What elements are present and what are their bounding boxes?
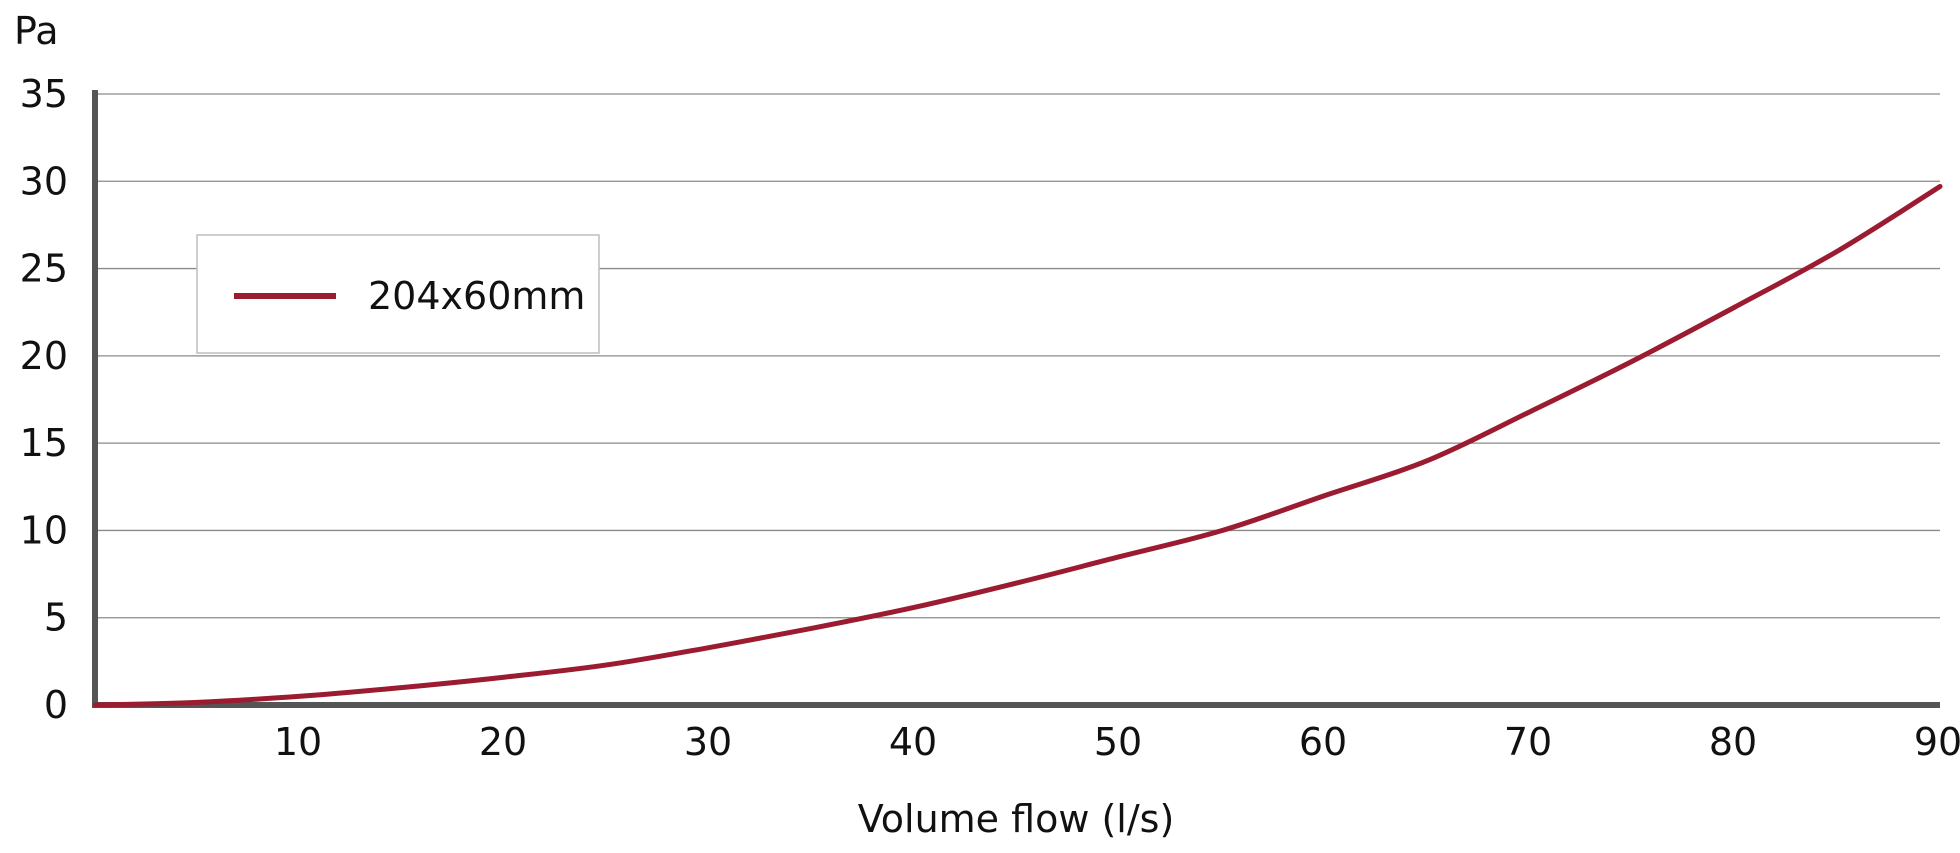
y-tick-label-5: 5 bbox=[44, 596, 68, 640]
x-tick-label-80: 80 bbox=[1709, 720, 1757, 764]
x-tick-labels: 10 20 30 40 50 60 70 80 90 bbox=[274, 720, 1960, 764]
y-tick-label-35: 35 bbox=[20, 72, 68, 116]
y-tick-label-15: 15 bbox=[20, 421, 68, 465]
grid-lines bbox=[95, 93, 1940, 619]
y-tick-label-10: 10 bbox=[20, 508, 68, 552]
axes bbox=[92, 90, 1940, 708]
x-axis-title: Volume flow (l/s) bbox=[858, 797, 1175, 841]
y-tick-label-25: 25 bbox=[20, 247, 68, 291]
y-axis-title: Pa bbox=[14, 9, 59, 53]
x-tick-label-20: 20 bbox=[479, 720, 527, 764]
y-tick-label-0: 0 bbox=[44, 683, 68, 727]
x-tick-label-60: 60 bbox=[1299, 720, 1347, 764]
legend-label: 204x60mm bbox=[368, 274, 585, 318]
x-tick-label-90: 90 bbox=[1914, 720, 1960, 764]
x-tick-label-50: 50 bbox=[1094, 720, 1142, 764]
x-tick-label-10: 10 bbox=[274, 720, 322, 764]
y-tick-label-30: 30 bbox=[20, 159, 68, 203]
x-tick-label-30: 30 bbox=[684, 720, 732, 764]
series-line-0 bbox=[92, 184, 1943, 708]
x-tick-label-40: 40 bbox=[889, 720, 937, 764]
legend-box bbox=[196, 234, 600, 354]
series-lines bbox=[92, 184, 1943, 708]
y-tick-label-20: 20 bbox=[20, 334, 68, 378]
x-tick-label-70: 70 bbox=[1504, 720, 1552, 764]
legend: 204x60mm bbox=[196, 234, 600, 354]
y-tick-labels: 0 5 10 15 20 25 30 35 bbox=[20, 72, 68, 727]
